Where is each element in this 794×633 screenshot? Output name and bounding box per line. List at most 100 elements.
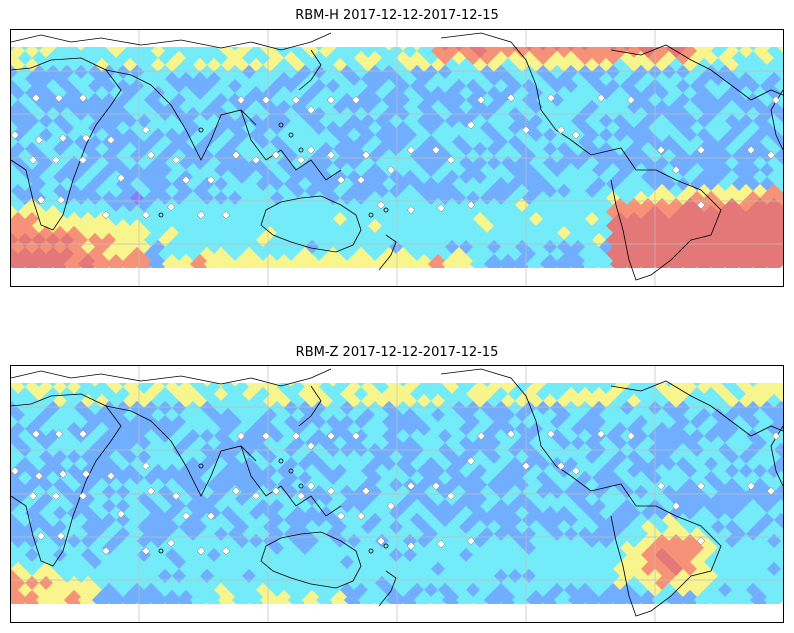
station-marker-icon <box>696 200 706 210</box>
station-marker-icon <box>406 205 416 215</box>
station-marker-icon <box>306 481 316 491</box>
station-marker-icon <box>436 539 446 549</box>
station-marker-icon <box>78 491 88 501</box>
station-marker-icon <box>771 95 781 105</box>
station-marker-icon <box>196 546 206 556</box>
station-marker-icon <box>696 481 706 491</box>
top-map-canvas <box>11 30 783 286</box>
gridlines <box>11 366 783 622</box>
coastlines <box>11 368 783 617</box>
station-marker-icon <box>291 431 301 441</box>
station-marker-icon <box>326 150 336 160</box>
station-marker-icon <box>28 155 38 165</box>
station-marker-icon <box>521 461 531 471</box>
station-marker-icon <box>306 145 316 155</box>
station-marker-icon <box>656 481 666 491</box>
station-marker-icon <box>376 200 386 210</box>
station-marker-icon <box>196 210 206 220</box>
station-marker-icon <box>58 469 68 479</box>
station-marker-icon <box>626 95 636 105</box>
station-marker-icon <box>146 150 156 160</box>
station-marker-icon <box>166 202 176 212</box>
station-marker-icon <box>101 210 111 220</box>
station-marker-icon <box>476 95 486 105</box>
station-markers <box>11 429 781 556</box>
station-marker-icon <box>766 486 776 496</box>
station-marker-icon <box>31 429 41 439</box>
station-marker-icon <box>251 155 261 165</box>
station-marker-icon <box>101 546 111 556</box>
station-marker-icon <box>58 133 68 143</box>
station-marker-icon <box>261 95 271 105</box>
top-map-panel <box>10 29 784 287</box>
station-marker-icon <box>351 95 361 105</box>
bottom-map-panel <box>10 365 784 623</box>
station-marker-icon <box>141 461 151 471</box>
station-marker-icon <box>306 105 316 115</box>
station-marker-icon <box>81 469 91 479</box>
station-marker-icon <box>696 145 706 155</box>
station-marker-icon <box>596 429 606 439</box>
station-marker-icon <box>181 511 191 521</box>
station-marker-icon <box>656 145 666 155</box>
station-marker-icon <box>78 429 88 439</box>
station-marker-icon <box>78 93 88 103</box>
station-marker-icon <box>141 546 151 556</box>
station-markers <box>11 93 781 220</box>
station-marker-icon <box>36 531 46 541</box>
station-marker-icon <box>326 486 336 496</box>
station-marker-icon <box>106 135 116 145</box>
station-marker-icon <box>336 175 346 185</box>
station-marker-icon <box>171 491 181 501</box>
station-marker-icon <box>261 431 271 441</box>
station-marker-icon <box>546 429 556 439</box>
station-marker-icon <box>291 95 301 105</box>
station-marker-icon <box>271 486 281 496</box>
station-marker-icon <box>671 165 681 175</box>
station-marker-icon <box>596 93 606 103</box>
station-marker-icon <box>446 155 456 165</box>
station-marker-icon <box>11 466 20 476</box>
station-marker-icon <box>571 466 581 476</box>
station-marker-icon <box>506 93 516 103</box>
station-marker-icon <box>376 536 386 546</box>
station-marker-icon <box>386 501 396 511</box>
station-marker-icon <box>296 491 306 501</box>
top-panel-title: RBM-H 2017-12-12-2017-12-15 <box>295 8 499 23</box>
station-marker-icon <box>466 200 476 210</box>
station-marker-icon <box>406 481 416 491</box>
station-marker-icon <box>181 175 191 185</box>
station-marker-icon <box>351 431 361 441</box>
station-marker-icon <box>54 429 64 439</box>
station-marker-icon <box>236 95 246 105</box>
station-marker-icon <box>166 538 176 548</box>
station-marker-icon <box>571 130 581 140</box>
station-marker-icon <box>236 431 246 441</box>
station-marker-icon <box>436 203 446 213</box>
station-marker-icon <box>11 130 20 140</box>
station-marker-icon <box>476 431 486 441</box>
station-marker-icon <box>306 441 316 451</box>
station-marker-icon <box>546 93 556 103</box>
station-marker-icon <box>106 471 116 481</box>
station-marker-icon <box>506 429 516 439</box>
station-marker-icon <box>116 509 126 519</box>
station-marker-icon <box>336 511 346 521</box>
station-marker-icon <box>406 145 416 155</box>
station-marker-icon <box>361 150 371 160</box>
station-marker-icon <box>326 431 336 441</box>
station-marker-icon <box>141 125 151 135</box>
station-marker-icon <box>171 155 181 165</box>
station-marker-icon <box>746 481 756 491</box>
gridlines <box>11 30 783 286</box>
station-marker-icon <box>51 155 61 165</box>
station-marker-icon <box>146 486 156 496</box>
station-marker-icon <box>54 93 64 103</box>
station-marker-icon <box>34 135 44 145</box>
station-marker-icon <box>221 546 231 556</box>
station-marker-icon <box>251 491 261 501</box>
station-marker-icon <box>556 125 566 135</box>
station-marker-icon <box>56 195 66 205</box>
station-marker-icon <box>746 145 756 155</box>
station-marker-icon <box>81 133 91 143</box>
